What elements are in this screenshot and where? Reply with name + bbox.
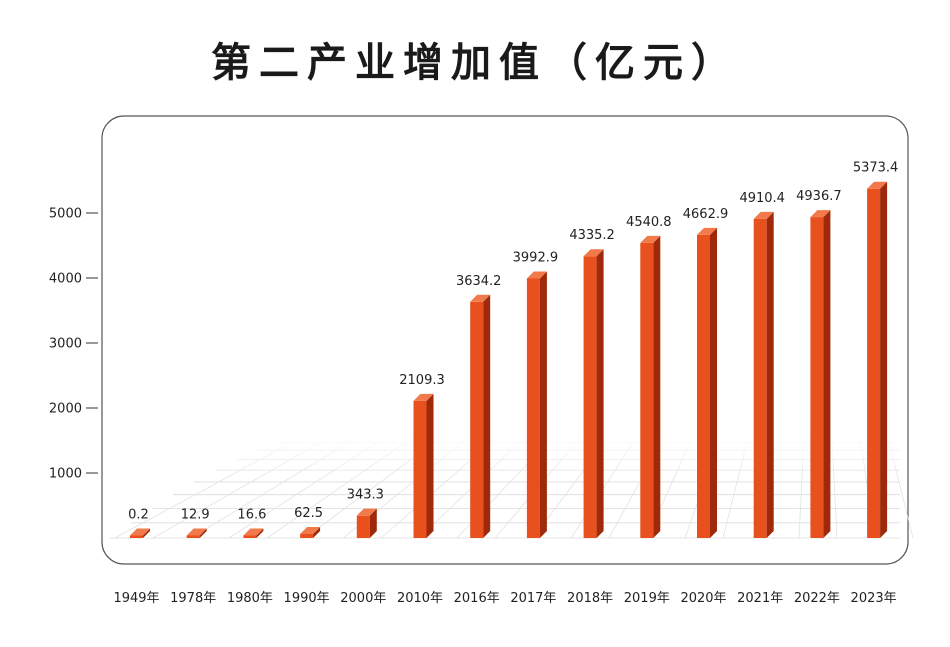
x-tick-label: 1978年	[170, 591, 216, 606]
bar	[640, 235, 661, 538]
bar-side	[483, 294, 491, 538]
bar-front	[583, 256, 597, 538]
bar-value-label: 2109.3	[399, 373, 445, 388]
bar-top	[526, 271, 547, 279]
bar-side	[596, 249, 604, 538]
bar	[356, 508, 377, 538]
bar-top	[130, 528, 150, 536]
bar-front	[243, 535, 257, 538]
x-tick-label: 2000年	[340, 591, 386, 606]
bar-front	[470, 301, 484, 538]
bar-side	[256, 528, 264, 538]
bar-side	[199, 528, 207, 538]
x-tick-label: 2017年	[510, 591, 556, 606]
bar-value-label: 3992.9	[513, 250, 559, 265]
x-tick-label: 2016年	[454, 591, 500, 606]
bar-value-label: 3634.2	[456, 274, 502, 289]
bar-top	[583, 249, 604, 257]
bar-front	[356, 515, 370, 538]
x-tick-label: 1990年	[284, 591, 330, 606]
x-tick-label: 1980年	[227, 591, 273, 606]
plot-frame	[101, 115, 909, 565]
bar-top	[300, 526, 321, 534]
x-axis: 1949年 1978年 1980年 1990年 2000年 2010年 2016年 2017年…	[113, 591, 896, 606]
bar-top	[697, 227, 717, 235]
bar-front	[640, 242, 654, 538]
bar	[300, 526, 321, 538]
bar-value-label: 4540.8	[626, 215, 672, 230]
bar	[867, 181, 888, 538]
bar	[810, 210, 831, 538]
bar-value-label: 5373.4	[853, 161, 899, 176]
bar-side	[880, 181, 888, 538]
bar	[697, 227, 717, 538]
bar-top	[753, 211, 774, 219]
floor-fade	[105, 436, 905, 476]
bar-front	[753, 218, 767, 538]
bar	[753, 211, 774, 538]
bar-value-label: 62.5	[294, 506, 323, 521]
bar-top	[640, 235, 661, 243]
bar-front	[186, 535, 200, 538]
bar-value-label: 343.3	[347, 488, 384, 503]
bar-front	[867, 188, 881, 538]
bar-value-label: 4936.7	[796, 189, 842, 204]
bar	[526, 271, 547, 538]
bar-value-label: 12.9	[181, 508, 210, 523]
y-tick-label: 3000	[49, 337, 82, 352]
bar-top	[243, 528, 264, 536]
bar-value-label: 4910.4	[739, 191, 785, 206]
bar-top	[867, 181, 888, 189]
bar-front	[413, 400, 427, 538]
bars: 0.2 12.9 16.6 62.5 343.3 2109.3 3634.2 3992.9 43…	[128, 161, 898, 538]
bar-side	[426, 393, 434, 538]
bar-side	[653, 235, 661, 538]
bar-side	[313, 526, 321, 538]
x-tick-label: 1949年	[113, 591, 159, 606]
bar	[413, 393, 434, 538]
bar	[243, 528, 264, 538]
bar-value-label: 4335.2	[569, 228, 615, 243]
y-tick-label: 4000	[49, 272, 82, 287]
x-tick-label: 2010年	[397, 591, 443, 606]
bar	[583, 249, 604, 538]
bar-top	[356, 508, 377, 516]
bar-front	[526, 278, 540, 538]
bar-top	[186, 528, 207, 536]
bar-value-label: 16.6	[237, 508, 266, 523]
bar-front	[697, 234, 710, 538]
y-tick-label: 5000	[49, 207, 82, 222]
bar-side	[539, 271, 547, 538]
bar-front	[300, 533, 314, 538]
x-tick-label: 2022年	[794, 591, 840, 606]
bar	[186, 528, 207, 538]
bar-side	[710, 227, 717, 538]
x-tick-label: 2019年	[624, 591, 670, 606]
bar-top	[810, 210, 831, 218]
bar-value-label: 4662.9	[683, 207, 729, 222]
bar-side	[143, 528, 150, 538]
x-tick-label: 2021年	[737, 591, 783, 606]
x-tick-label: 2018年	[567, 591, 613, 606]
bar-value-label: 0.2	[128, 508, 149, 523]
y-tick-label: 2000	[49, 402, 82, 417]
x-tick-label: 2023年	[851, 591, 897, 606]
bar-top	[470, 294, 491, 302]
bar-front	[130, 535, 143, 538]
bar-side	[369, 508, 377, 538]
bar-side	[823, 210, 831, 538]
x-tick-label: 2020年	[680, 591, 726, 606]
bar-front	[810, 217, 824, 538]
y-tick-label: 1000	[49, 467, 82, 482]
bar	[130, 528, 150, 538]
bar	[470, 294, 491, 538]
y-axis: 1000 2000 3000 4000 5000	[49, 207, 98, 482]
bar-side	[766, 211, 774, 538]
chart-title: 第二产业增加值（亿元）	[211, 39, 739, 86]
bar-top	[413, 393, 434, 401]
